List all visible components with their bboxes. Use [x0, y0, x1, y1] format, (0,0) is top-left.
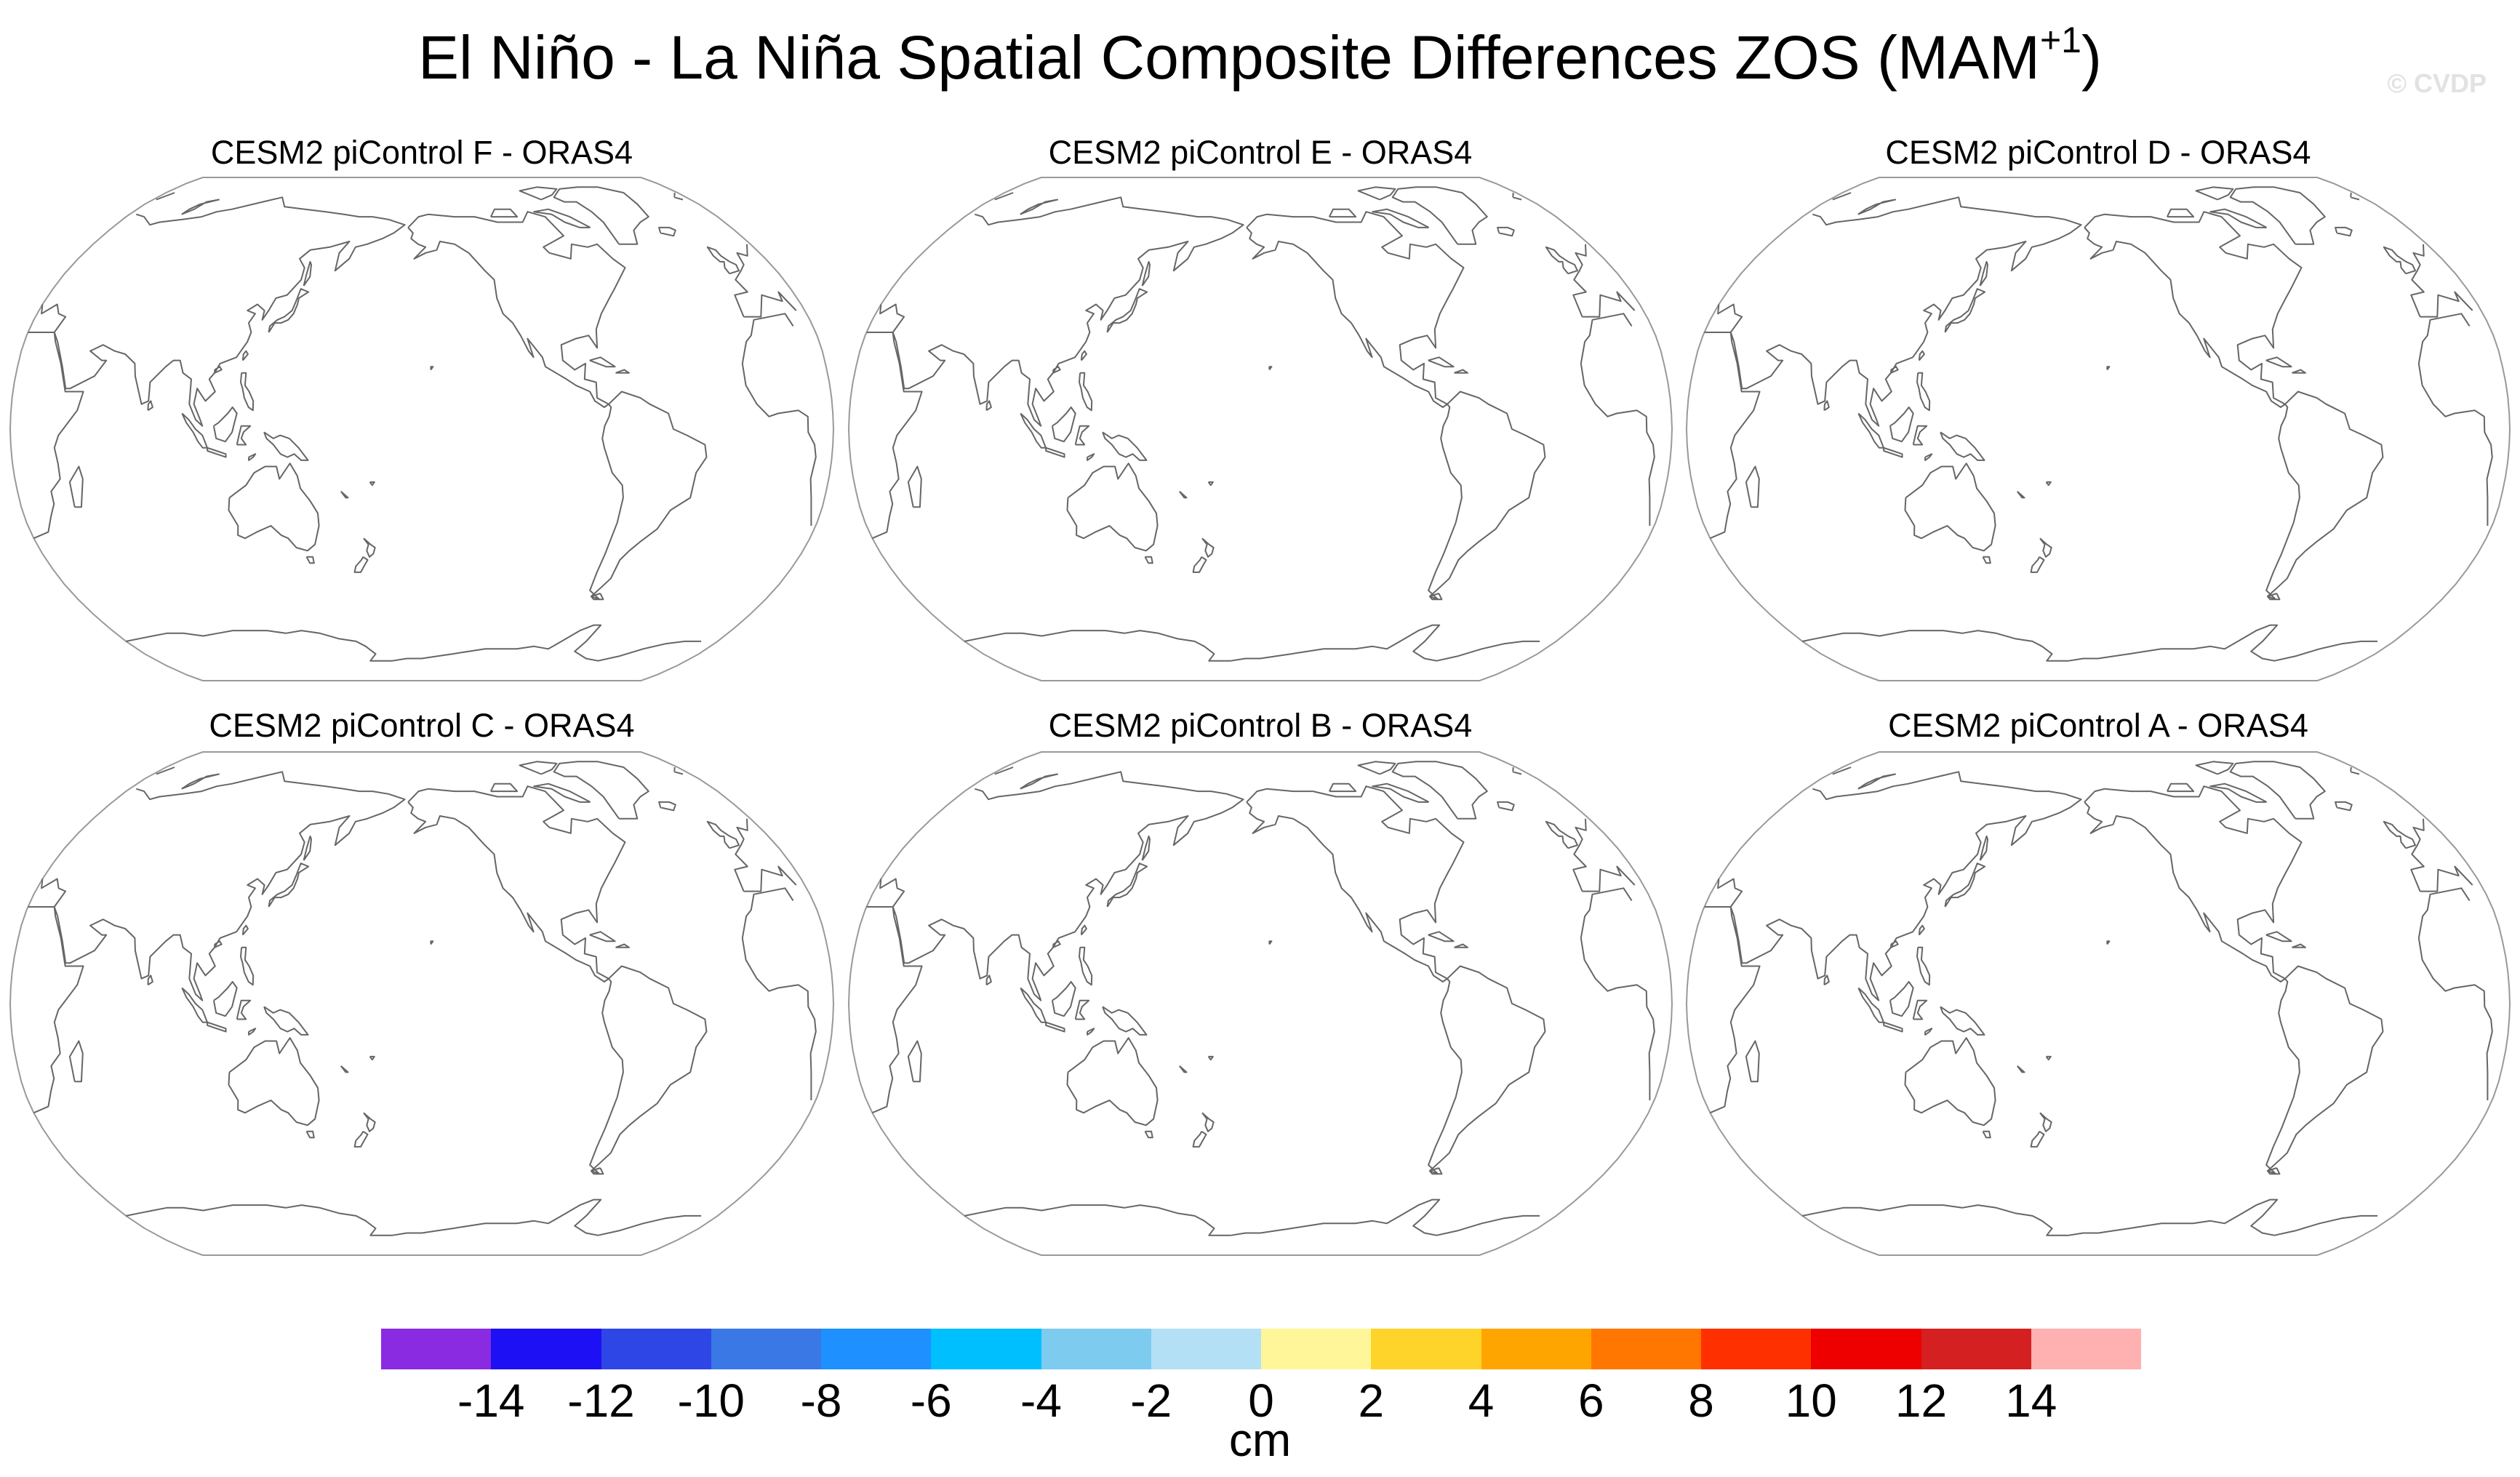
colorbar-swatch	[931, 1329, 1041, 1369]
panel-title-c: CESM2 piControl C - ORAS4	[209, 707, 635, 744]
panel-title-e: CESM2 piControl E - ORAS4	[1048, 134, 1473, 171]
panel-title-a: CESM2 piControl A - ORAS4	[1888, 707, 2308, 744]
colorbar-tick-label: -4	[1020, 1374, 1062, 1427]
colorbar-swatch	[1811, 1329, 1921, 1369]
colorbar-tick-label: -8	[800, 1374, 842, 1427]
colorbar-swatch	[1481, 1329, 1591, 1369]
colorbar-tick-label: -12	[567, 1374, 635, 1427]
panel-title-b: CESM2 piControl B - ORAS4	[1048, 707, 1473, 744]
world-map-panel-d	[1684, 175, 2513, 684]
colorbar-tick-label: 14	[2005, 1374, 2057, 1427]
cvdp-watermark: © CVDP	[2387, 68, 2487, 98]
colorbar-swatch	[1371, 1329, 1481, 1369]
colorbar-tick-label: 6	[1577, 1374, 1604, 1427]
colorbar-swatch	[1261, 1329, 1372, 1369]
map-outline	[1685, 751, 2511, 1256]
colorbar-swatch	[491, 1329, 601, 1369]
world-map-panel-a	[1684, 749, 2513, 1258]
colorbar-tick-label: 10	[1785, 1374, 1837, 1427]
colorbar-swatch	[2031, 1329, 2141, 1369]
figure-title: El Niño - La Niña Spatial Composite Diff…	[418, 20, 2102, 92]
colorbar-swatch	[1921, 1329, 2031, 1369]
colorbar-units-label: cm	[1228, 1414, 1292, 1466]
map-outline	[1685, 177, 2511, 681]
coastlines	[28, 186, 817, 662]
colorbar-tick-label: -14	[457, 1374, 525, 1427]
map-canvas	[9, 177, 835, 681]
world-map-panel-f	[7, 175, 836, 684]
coastlines	[1704, 761, 2493, 1236]
colorbar-tick-label: -6	[910, 1374, 952, 1427]
colorbar-swatch	[1041, 1329, 1151, 1369]
map-canvas	[1685, 177, 2511, 681]
map-outline	[847, 177, 1673, 681]
world-map-panel-e	[846, 175, 1675, 684]
colorbar-tick-label: 0	[1248, 1374, 1274, 1427]
colorbar-tick-label: -2	[1130, 1374, 1172, 1427]
panel-title-f: CESM2 piControl F - ORAS4	[210, 134, 633, 171]
colorbar-swatch	[381, 1329, 492, 1369]
coastlines	[1704, 186, 2493, 662]
map-outline	[9, 177, 835, 681]
coastlines	[866, 186, 1655, 662]
colorbar-swatch	[1591, 1329, 1701, 1369]
map-canvas	[847, 751, 1673, 1256]
world-map-panel-b	[846, 749, 1675, 1258]
coastlines	[28, 761, 817, 1236]
colorbar-swatch	[711, 1329, 821, 1369]
colorbar-swatch	[821, 1329, 932, 1369]
colorbar	[381, 1329, 2141, 1369]
colorbar-swatch	[601, 1329, 711, 1369]
panel-title-d: CESM2 piControl D - ORAS4	[1885, 134, 2311, 171]
colorbar-swatch	[1701, 1329, 1812, 1369]
coastlines	[866, 761, 1655, 1236]
map-outline	[9, 751, 835, 1256]
colorbar-tick-label: 12	[1895, 1374, 1948, 1427]
colorbar-tick-label: -10	[677, 1374, 745, 1427]
colorbar-swatch	[1151, 1329, 1261, 1369]
map-canvas	[1685, 751, 2511, 1256]
colorbar-tick-label: 8	[1688, 1374, 1714, 1427]
map-canvas	[847, 177, 1673, 681]
world-map-panel-c	[7, 749, 836, 1258]
colorbar-tick-label: 2	[1358, 1374, 1385, 1427]
colorbar-tick-label: 4	[1468, 1374, 1495, 1427]
map-outline	[847, 751, 1673, 1256]
map-canvas	[9, 751, 835, 1256]
